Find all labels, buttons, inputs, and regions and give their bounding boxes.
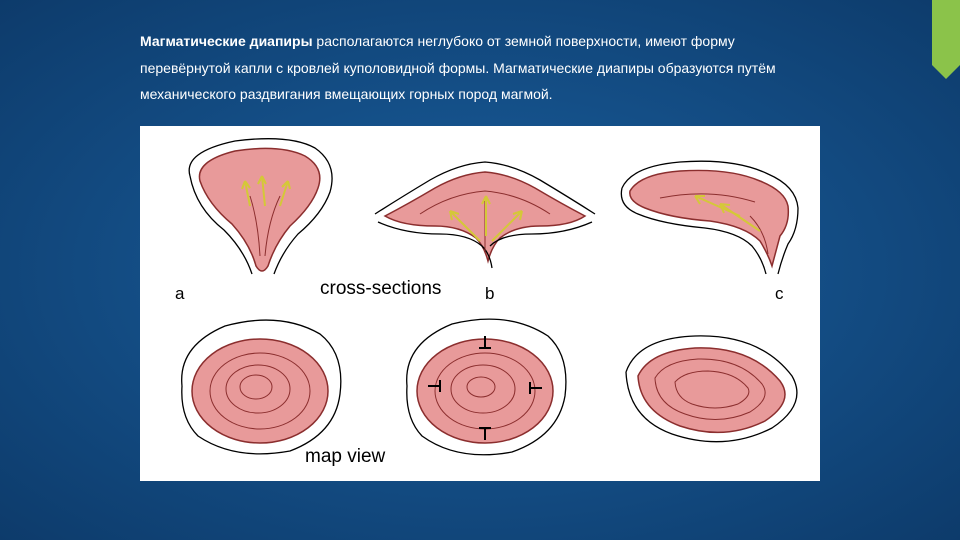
diapir-diagram — [140, 126, 820, 481]
shape-top-c — [621, 161, 798, 274]
shape-bot-b — [407, 319, 566, 455]
shape-top-a — [189, 138, 332, 273]
label-cross-sections: cross-sections — [320, 278, 441, 300]
label-b: b — [485, 284, 494, 304]
body-paragraph: Магматические диапиры располагаются негл… — [140, 28, 820, 108]
accent-bar — [932, 0, 960, 65]
shape-top-b — [375, 162, 595, 268]
label-a: a — [175, 284, 184, 304]
shape-bot-a — [182, 320, 341, 454]
label-c: c — [775, 284, 784, 304]
label-map-view: map view — [305, 446, 385, 468]
shape-bot-c — [626, 336, 797, 442]
lead-bold: Магматические диапиры — [140, 33, 313, 49]
diagram-container: cross-sections map view a b c — [140, 126, 820, 481]
slide-content: Магматические диапиры располагаются негл… — [0, 0, 960, 481]
